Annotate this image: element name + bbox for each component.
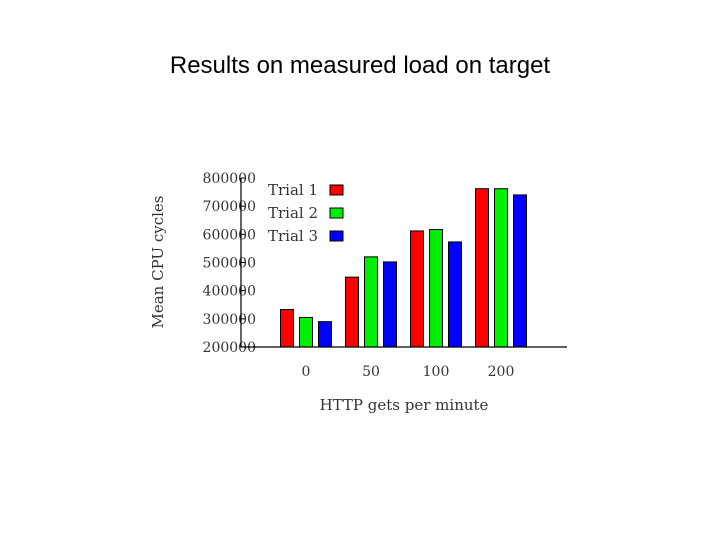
- legend-label: Trial 3: [268, 227, 318, 245]
- x-tick-label: 50: [362, 364, 380, 380]
- legend-label: Trial 2: [268, 204, 318, 222]
- bar-trial-3-50: [383, 261, 397, 348]
- y-tick-label: 600000: [203, 227, 256, 243]
- legend: Trial 1 Trial 2 Trial 3: [268, 181, 344, 245]
- y-tick-label: 400000: [203, 284, 256, 300]
- legend-label: Trial 1: [268, 181, 318, 199]
- bar-trial-1-0: [280, 309, 294, 348]
- y-tick-label: 700000: [203, 199, 256, 215]
- y-axis-ticks: 200000 300000 400000 500000 600000 700000 8000…: [203, 171, 256, 356]
- x-axis-ticks: 0 50 100 200: [302, 364, 515, 380]
- bar-trial-1-200: [475, 188, 489, 348]
- x-tick-label: 100: [423, 364, 450, 380]
- bar-trial-3-200: [513, 194, 527, 348]
- bar-trial-1-50: [345, 276, 359, 348]
- bar-trial-2-200: [494, 188, 508, 348]
- x-axis-label: HTTP gets per minute: [320, 396, 489, 414]
- x-tick-label: 0: [302, 364, 311, 380]
- y-tick-label: 200000: [203, 340, 256, 356]
- bar-group: [280, 188, 527, 348]
- bar-trial-2-50: [364, 256, 378, 348]
- bar-trial-1-100: [410, 230, 424, 348]
- bar-trial-3-100: [448, 241, 462, 348]
- y-axis-label: Mean CPU cycles: [149, 196, 167, 329]
- bar-trial-2-0: [299, 316, 313, 348]
- legend-swatch: [329, 207, 344, 219]
- legend-swatch: [329, 230, 344, 242]
- bar-trial-2-100: [429, 229, 443, 348]
- legend-swatch: [329, 184, 344, 196]
- slide-title: Results on measured load on target: [169, 52, 551, 79]
- bar-trial-3-0: [318, 321, 332, 348]
- y-tick-label: 300000: [203, 312, 256, 328]
- y-tick-label: 500000: [203, 256, 256, 272]
- y-tick-label: 800000: [203, 171, 256, 187]
- x-tick-label: 200: [488, 364, 515, 380]
